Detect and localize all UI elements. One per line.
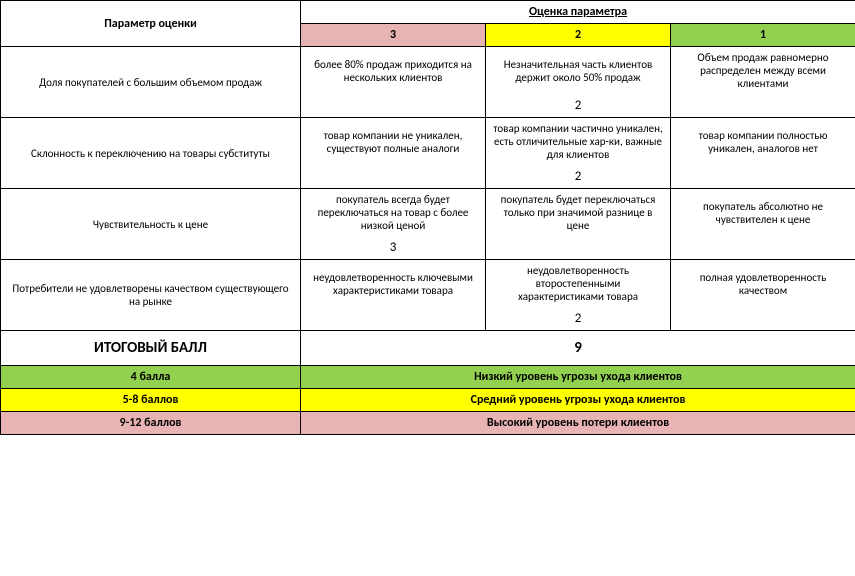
legend-text: Средний уровень угрозы ухода клиентов: [301, 389, 855, 412]
header-row-1: Параметр оценки Оценка параметра: [1, 1, 855, 24]
param-label: Склонность к переключению на товары субс…: [1, 118, 301, 189]
scores-header: Оценка параметра: [301, 1, 855, 24]
param-header: Параметр оценки: [1, 1, 301, 47]
cell-score2-val: 2: [486, 94, 671, 118]
col-header-2: 2: [486, 24, 671, 47]
cell-score1-desc: Объем продаж равномерно распределен межд…: [671, 47, 855, 95]
cell-score2-val: 2: [486, 307, 671, 331]
col-header-1: 1: [671, 24, 855, 47]
col-header-3: 3: [301, 24, 486, 47]
param-label: Потребители не удовлетворены качеством с…: [1, 260, 301, 331]
legend-row: 9-12 балловВысокий уровень потери клиент…: [1, 412, 855, 435]
cell-score3-desc: неудовлетворенность ключевыми характерис…: [301, 260, 486, 308]
param-row: Склонность к переключению на товары субс…: [1, 118, 855, 166]
cell-score3-desc: товар компании не уникален, существуют п…: [301, 118, 486, 166]
legend-range: 5-8 баллов: [1, 389, 301, 412]
cell-score2-val: 2: [486, 165, 671, 189]
cell-score1-desc: полная удовлетворенность качеством: [671, 260, 855, 308]
cell-score2-desc: Незначительная часть клиентов держит око…: [486, 47, 671, 95]
cell-score1-val: [671, 307, 855, 331]
legend-range: 4 балла: [1, 366, 301, 389]
param-row: Доля покупателей с большим объемом прода…: [1, 47, 855, 95]
total-label: ИТОГОВЫЙ БАЛЛ: [1, 331, 301, 366]
cell-score3-val: [301, 94, 486, 118]
cell-score1-val: [671, 94, 855, 118]
legend-text: Высокий уровень потери клиентов: [301, 412, 855, 435]
cell-score2-desc: покупатель будет переключаться только пр…: [486, 189, 671, 237]
cell-score1-val: [671, 236, 855, 260]
cell-score1-desc: покупатель абсолютно не чувствителен к ц…: [671, 189, 855, 237]
cell-score2-val: [486, 236, 671, 260]
assessment-table: Параметр оценки Оценка параметра 3 2 1 Д…: [0, 0, 855, 435]
cell-score3-desc: покупатель всегда будет переключаться на…: [301, 189, 486, 237]
cell-score2-desc: неудовлетворенность второстепенными хара…: [486, 260, 671, 308]
legend-row: 4 баллаНизкий уровень угрозы ухода клиен…: [1, 366, 855, 389]
legend-range: 9-12 баллов: [1, 412, 301, 435]
total-value: 9: [301, 331, 855, 366]
cell-score1-val: [671, 165, 855, 189]
param-label: Доля покупателей с большим объемом прода…: [1, 47, 301, 118]
cell-score2-desc: товар компании частично уникален, есть о…: [486, 118, 671, 166]
legend-text: Низкий уровень угрозы ухода клиентов: [301, 366, 855, 389]
param-row: Чувствительность к ценепокупатель всегда…: [1, 189, 855, 237]
param-row: Потребители не удовлетворены качеством с…: [1, 260, 855, 308]
legend-row: 5-8 балловСредний уровень угрозы ухода к…: [1, 389, 855, 412]
total-row: ИТОГОВЫЙ БАЛЛ 9: [1, 331, 855, 366]
cell-score3-desc: более 80% продаж приходится на нескольки…: [301, 47, 486, 95]
cell-score3-val: 3: [301, 236, 486, 260]
cell-score1-desc: товар компании полностью уникален, анало…: [671, 118, 855, 166]
cell-score3-val: [301, 165, 486, 189]
param-label: Чувствительность к цене: [1, 189, 301, 260]
cell-score3-val: [301, 307, 486, 331]
